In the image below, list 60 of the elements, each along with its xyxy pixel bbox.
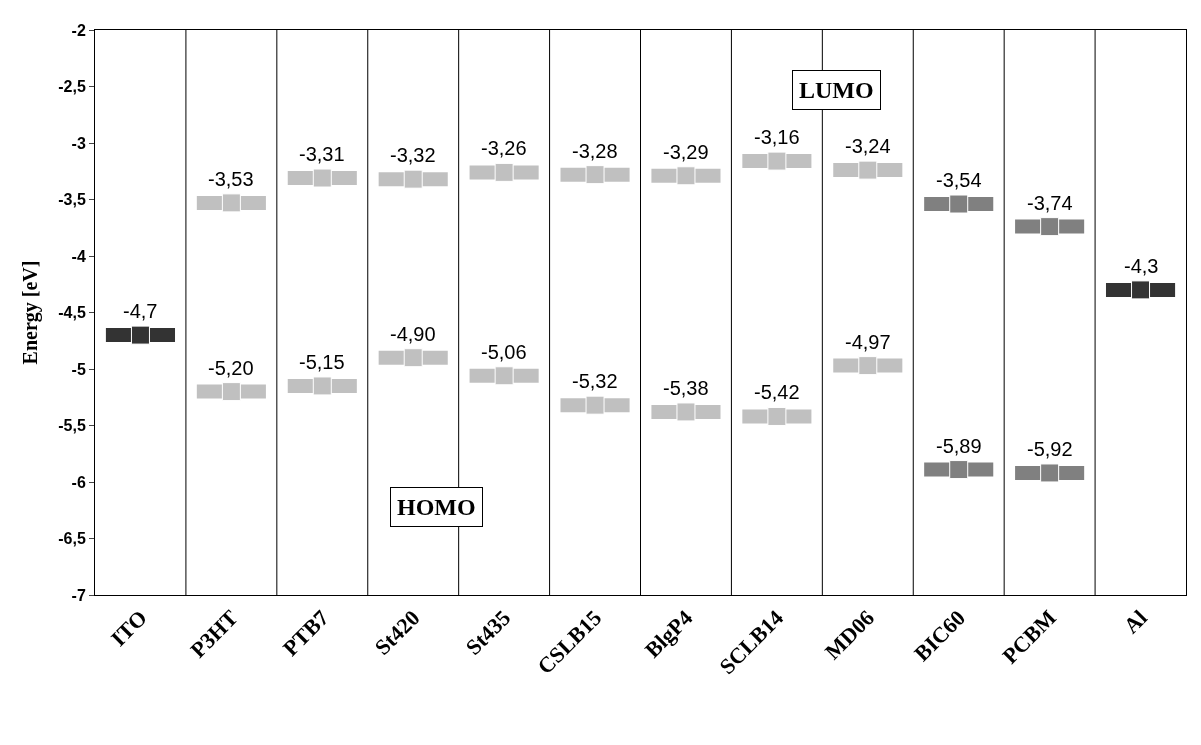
point (585, 395, 605, 415)
point (676, 402, 696, 422)
data-label: -5,06 (481, 341, 527, 363)
point (403, 348, 423, 368)
annotation: LUMO (799, 77, 874, 103)
point (130, 325, 150, 345)
point (494, 162, 514, 182)
data-label: -3,32 (390, 144, 436, 166)
data-label: -5,38 (663, 377, 709, 399)
y-axis-title: Energy [eV] (18, 260, 42, 365)
point (1131, 280, 1151, 300)
data-label: -5,15 (299, 351, 345, 373)
y-tick-label: -5 (71, 360, 86, 378)
data-label: -3,16 (754, 126, 800, 148)
y-tick-label: -5,5 (58, 417, 86, 435)
data-label: -3,31 (299, 143, 345, 165)
y-tick-label: -2,5 (58, 78, 86, 96)
data-label: -4,97 (845, 331, 891, 353)
y-tick-label: -2 (71, 21, 86, 39)
point (949, 460, 969, 480)
data-label: -4,3 (1124, 255, 1159, 277)
point (1040, 217, 1060, 237)
point (949, 194, 969, 214)
point (676, 166, 696, 186)
annotation: HOMO (397, 494, 476, 520)
x-tick-label: ITO (105, 605, 152, 651)
data-label: -3,29 (663, 141, 709, 163)
point (1040, 463, 1060, 483)
point (585, 165, 605, 185)
data-label: -5,92 (1027, 438, 1073, 460)
point (767, 151, 787, 171)
point (312, 168, 332, 188)
data-label: -3,74 (1027, 192, 1073, 214)
point (494, 366, 514, 386)
point (858, 160, 878, 180)
data-label: -3,54 (936, 169, 982, 191)
data-label: -4,90 (390, 323, 436, 345)
data-label: -3,53 (208, 168, 254, 190)
point (767, 406, 787, 426)
point (221, 193, 241, 213)
y-tick-label: -7 (71, 586, 86, 604)
y-tick-label: -3 (71, 134, 86, 152)
y-tick-label: -6,5 (58, 530, 86, 548)
y-tick-label: -4,5 (58, 304, 86, 322)
data-label: -5,42 (754, 381, 800, 403)
data-label: -4,7 (123, 300, 158, 322)
y-tick-label: -6 (71, 473, 86, 491)
data-label: -5,89 (936, 435, 982, 457)
point (858, 356, 878, 376)
point (312, 376, 332, 396)
y-tick-label: -4 (71, 247, 86, 265)
data-label: -3,28 (572, 140, 618, 162)
point (221, 382, 241, 402)
y-tick-label: -3,5 (58, 191, 86, 209)
data-label: -3,24 (845, 135, 891, 157)
data-label: -5,32 (572, 370, 618, 392)
x-tick-label: Al (1118, 605, 1152, 639)
point (403, 169, 423, 189)
data-label: -3,26 (481, 137, 527, 159)
data-label: -5,20 (208, 357, 254, 379)
